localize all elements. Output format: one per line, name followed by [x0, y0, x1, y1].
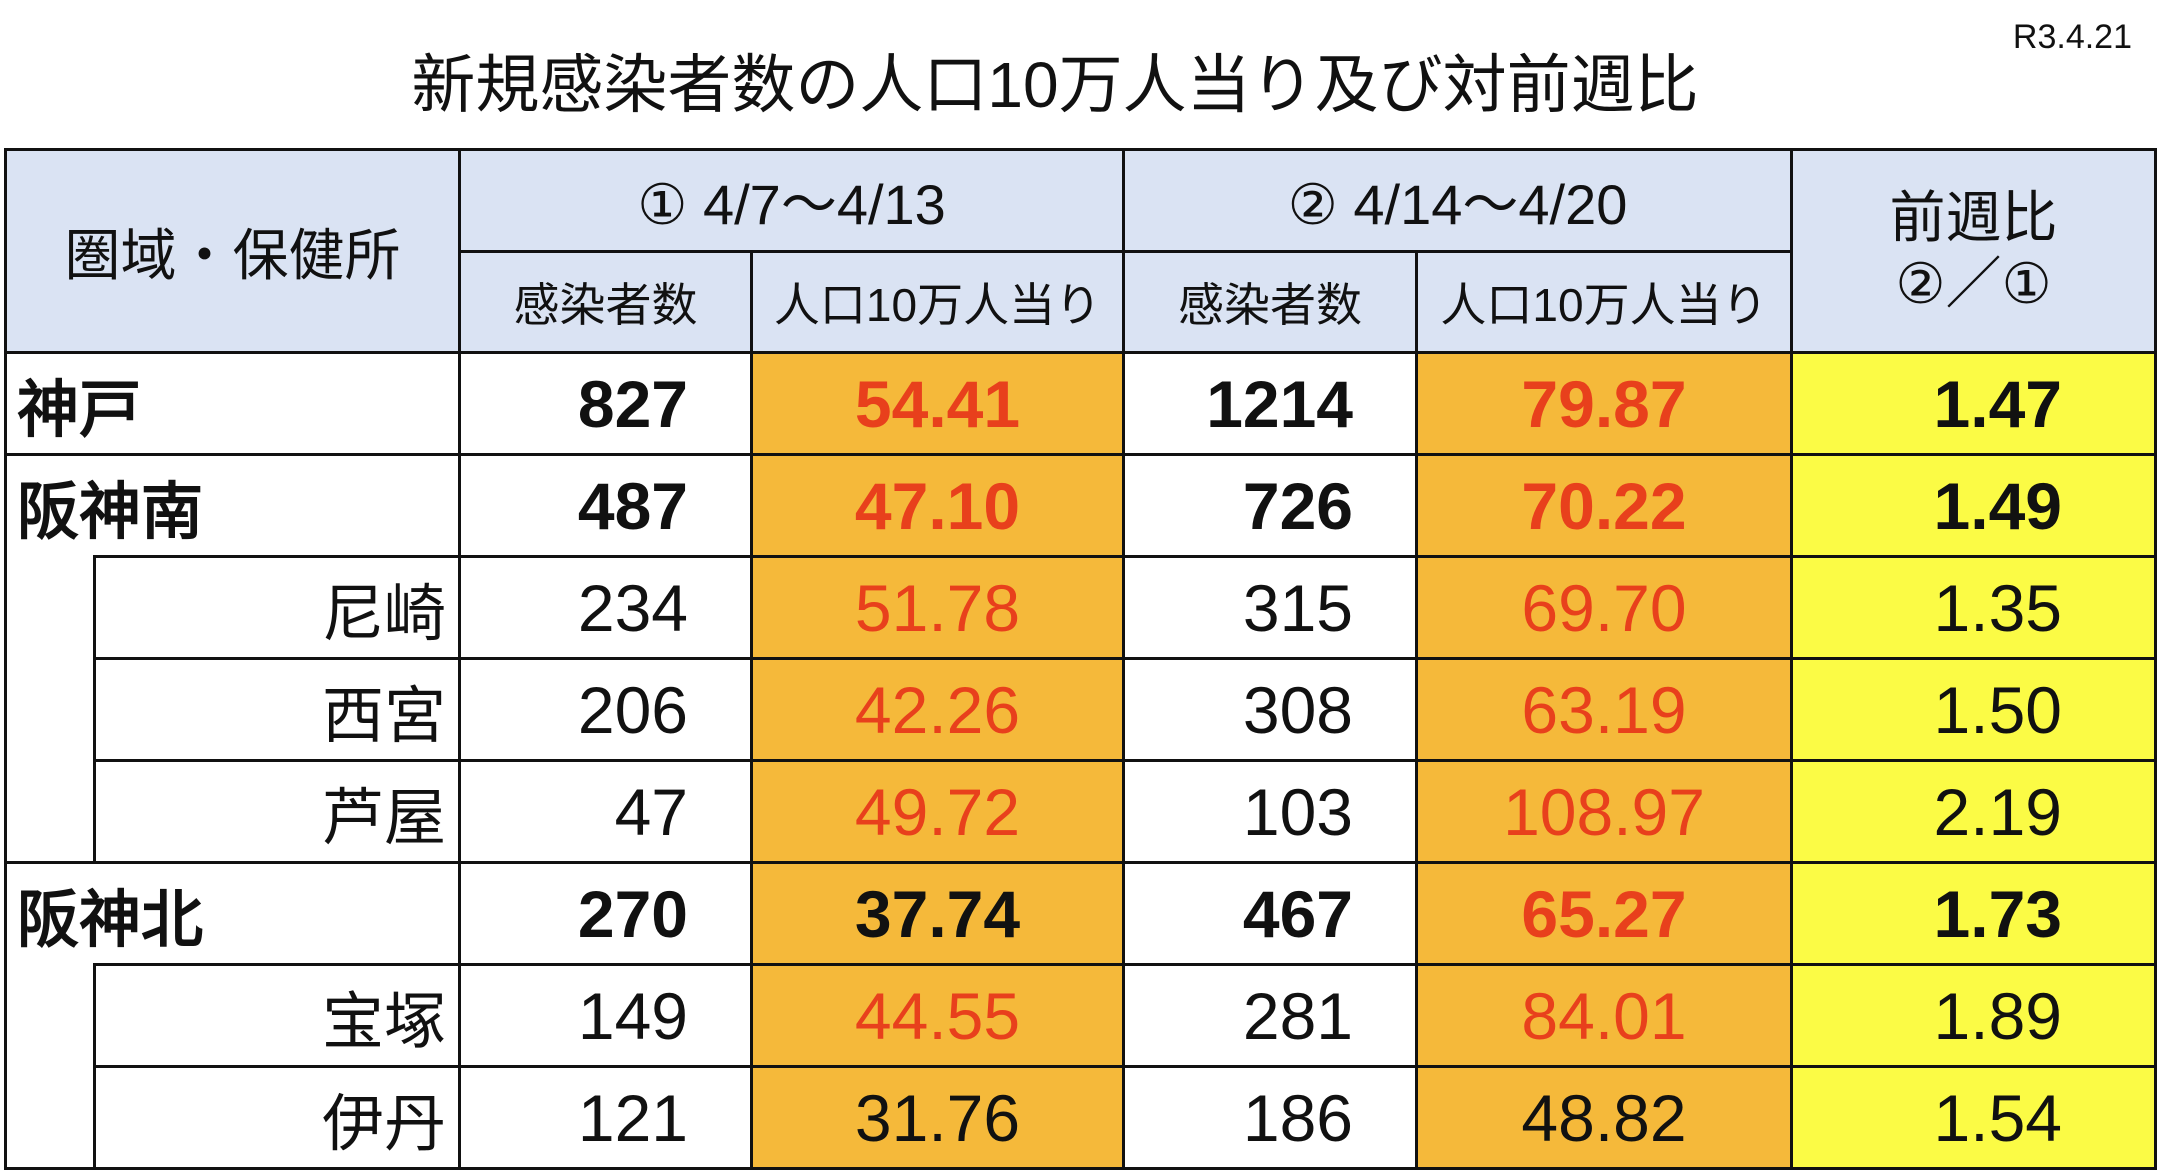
cell: 51.78 [749, 555, 1126, 660]
subheader-cell: 感染者数 [458, 250, 753, 354]
cell: 487 [458, 453, 753, 558]
cell: 206 [458, 657, 753, 762]
cell: 伊丹 [93, 1065, 461, 1170]
cell: 1.35 [1790, 555, 2157, 660]
cell: 70.22 [1415, 453, 1794, 558]
cell: 2.19 [1790, 759, 2157, 864]
row: 阪神南 487 47.10 726 70.22 1.49 [4, 453, 2157, 558]
row: 芦屋 47 49.72 103 108.97 2.19 [6, 759, 2157, 864]
cell: 尼崎 [93, 555, 461, 660]
cell: 467 [1122, 861, 1419, 966]
cell: 726 [1122, 453, 1419, 558]
cell: 103 [1122, 759, 1419, 864]
cell [4, 556, 96, 864]
subheader-cell: 感染者数 [1122, 250, 1419, 354]
header-line: 前週比 [1889, 186, 2058, 249]
cell: 108.97 [1415, 759, 1794, 864]
row: 宝塚 149 44.55 281 84.01 1.89 [4, 963, 2157, 1170]
cell: 84.01 [1415, 963, 1794, 1068]
cell: 308 [1122, 657, 1419, 762]
cell: 281 [1122, 963, 1419, 1068]
cell: 121 [458, 1065, 753, 1170]
cell: 37.74 [749, 861, 1126, 966]
row: 阪神北 270 37.74 467 65.27 1.73 [4, 861, 2157, 966]
cell: 63.19 [1415, 657, 1794, 762]
cell: 1.50 [1790, 657, 2157, 762]
cell: 31.76 [749, 1065, 1126, 1170]
cell [4, 964, 96, 1170]
row: 伊丹 121 31.76 186 48.82 1.54 [6, 1065, 2157, 1170]
cell: 315 [1122, 555, 1419, 660]
header-cell: 圏域・保健所 [4, 148, 461, 354]
cell: 1.73 [1790, 861, 2157, 966]
cell: 44.55 [749, 963, 1126, 1068]
cell: 827 [458, 351, 753, 456]
title: 新規感染者数の人口10万人当り及び対前週比 [411, 49, 1699, 121]
cell: 149 [458, 963, 753, 1068]
cell: 47 [458, 759, 753, 864]
cell: 186 [1122, 1065, 1419, 1170]
cell: 1.49 [1790, 453, 2157, 558]
cell: 西宮 [93, 657, 461, 762]
subheader-cell: 人口10万人当り [749, 250, 1126, 354]
row: 西宮 206 42.26 308 63.19 1.50 [6, 657, 2157, 762]
cell: 1.89 [1790, 963, 2157, 1068]
cell: 65.27 [1415, 861, 1794, 966]
cell: 234 [458, 555, 753, 660]
cell: 芦屋 [93, 759, 461, 864]
cell: 1214 [1122, 351, 1419, 456]
cell: 1.47 [1790, 351, 2157, 456]
row: 神戸 827 54.41 1214 79.87 1.47 [4, 351, 2157, 456]
date: R3.4.21 [2012, 18, 2132, 56]
cell: 79.87 [1415, 351, 1794, 456]
cell: 54.41 [749, 351, 1126, 456]
subheader-cell: 人口10万人当り [1415, 250, 1794, 354]
row: 尼崎 234 51.78 315 69.70 1.35 [4, 555, 2157, 864]
cell: 神戸 [4, 351, 461, 456]
header-line: ②／① [1895, 252, 2052, 315]
cell: 42.26 [749, 657, 1126, 762]
cell: 47.10 [749, 453, 1126, 558]
cell: 49.72 [749, 759, 1126, 864]
cell: 69.70 [1415, 555, 1794, 660]
cell: 宝塚 [93, 963, 461, 1068]
header-cell: 前週比 ②／① [1790, 148, 2157, 354]
table: 圏域・保健所 ① 4/7～4/13 ② 4/14～4/20 前週比 ②／① 感染者… [4, 148, 2157, 1170]
cell: 48.82 [1415, 1065, 1794, 1170]
cell: 1.54 [1790, 1065, 2157, 1170]
cell: 阪神北 [4, 861, 461, 965]
header-cell: ② 4/14～4/20 [1122, 148, 1794, 253]
cell: 阪神南 [4, 453, 461, 557]
cell: 270 [458, 861, 753, 966]
header-cell: ① 4/7～4/13 [457, 148, 1126, 253]
